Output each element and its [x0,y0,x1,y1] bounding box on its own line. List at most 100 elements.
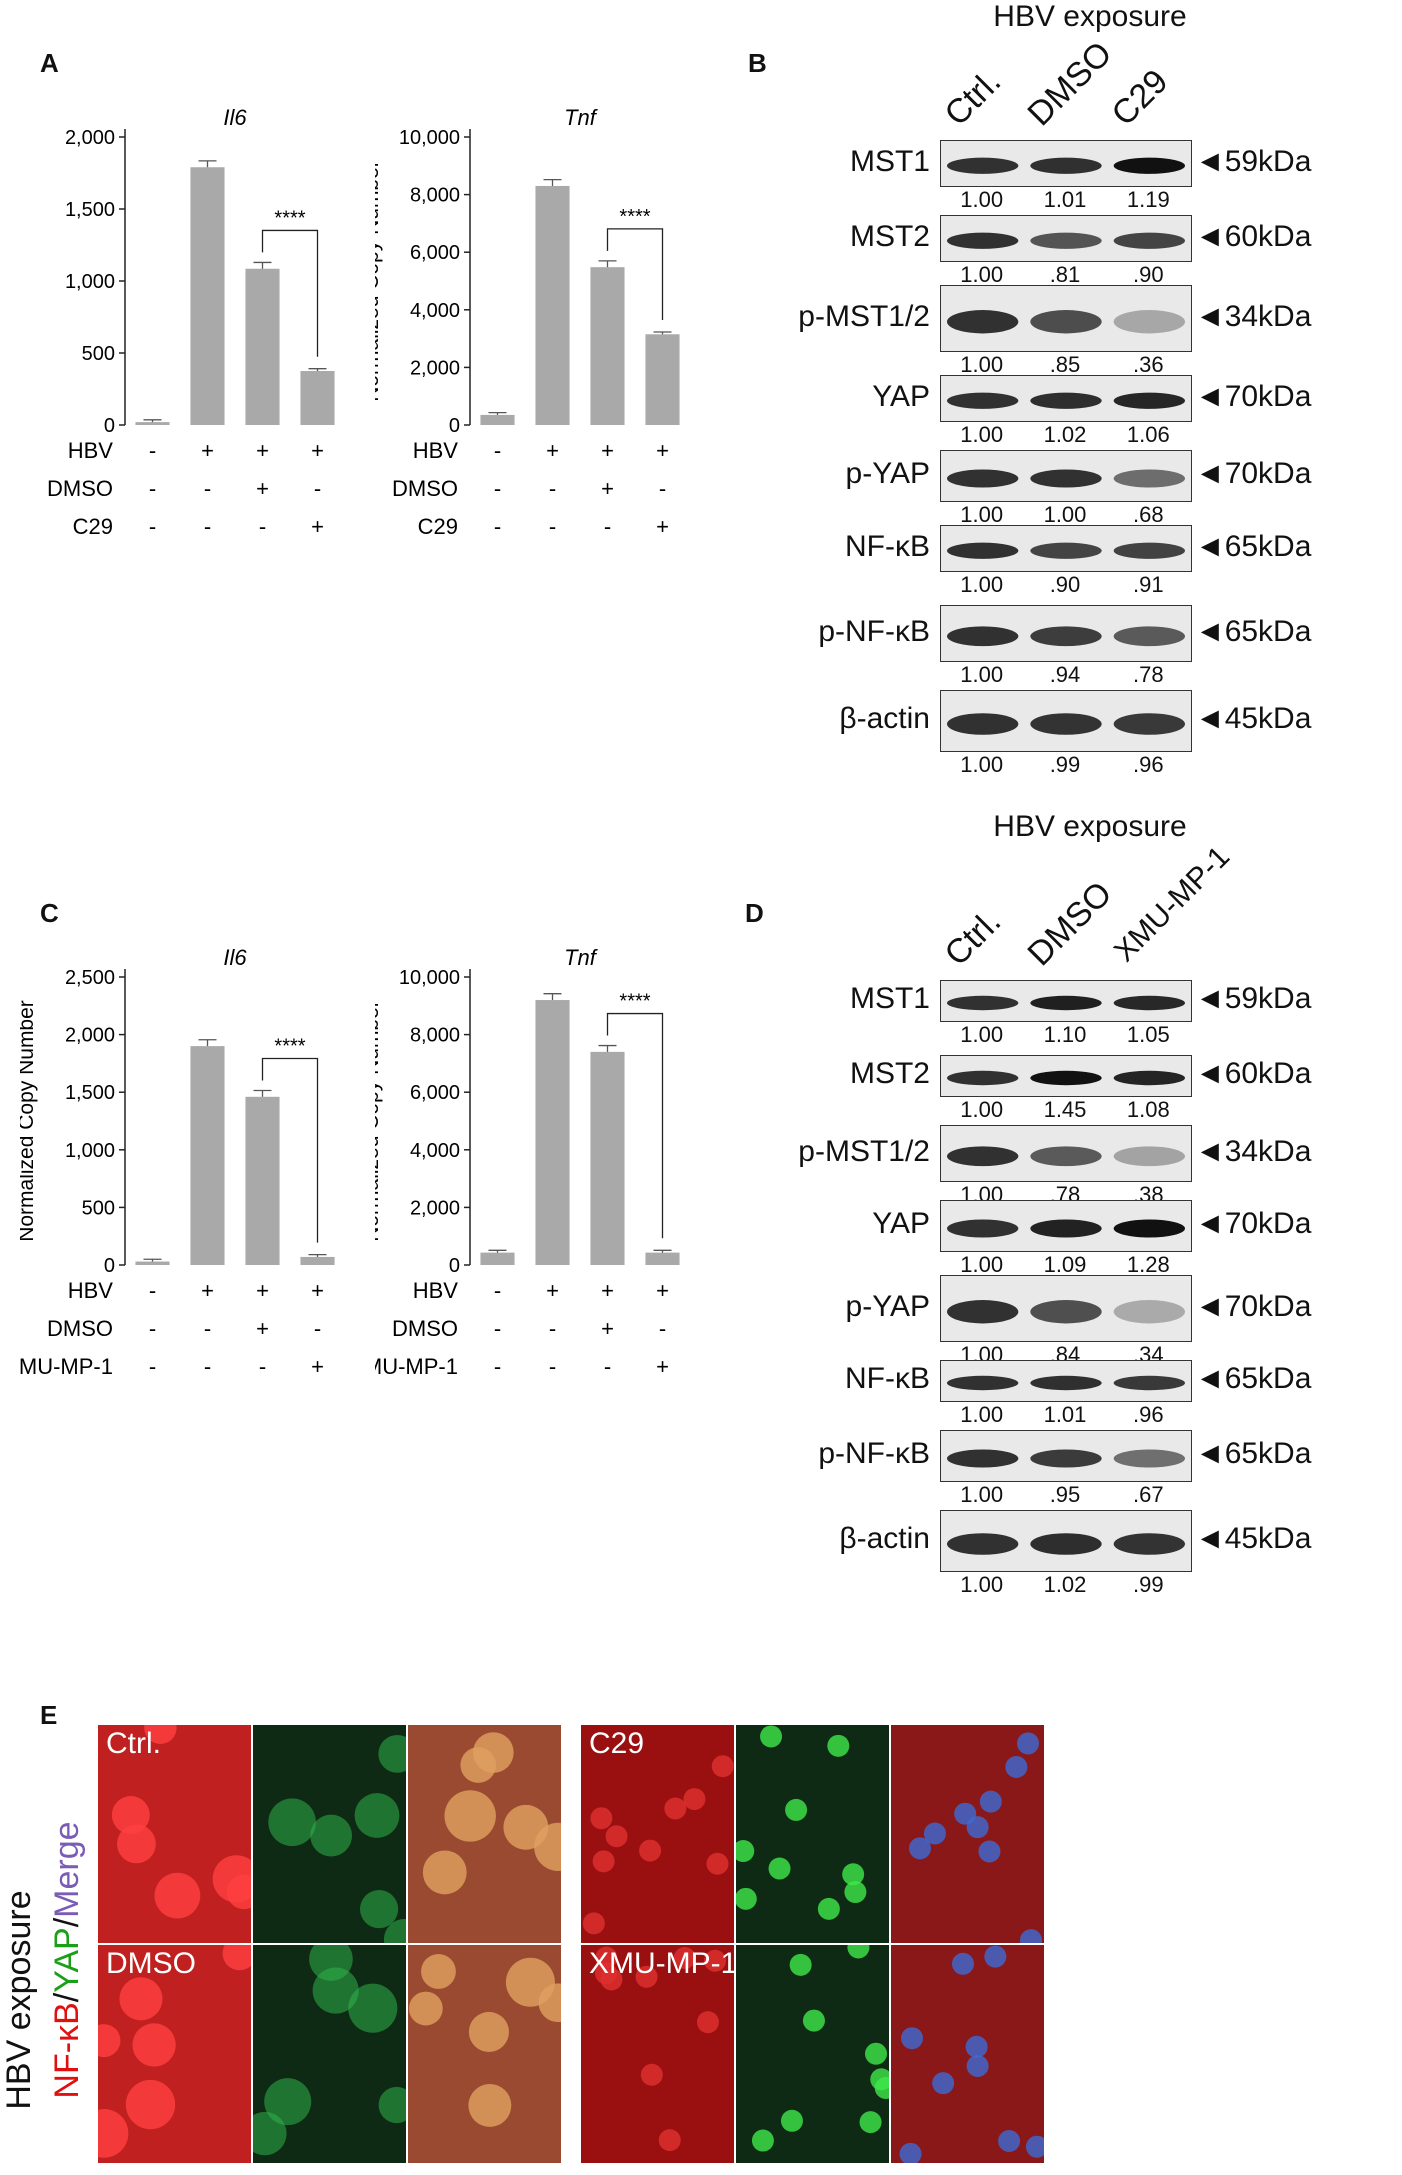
bar [135,1261,170,1265]
molecular-weight-marker: ◄65kDa [1195,1362,1312,1395]
y-tick-label: 4,000 [410,1140,460,1162]
blot-strip [940,450,1192,502]
cell-nucleus [212,1855,251,1903]
condition-mark: - [204,1316,211,1341]
blot-band [947,469,1019,488]
condition-label: DMSO [106,1947,196,1980]
y-axis-label: Normalized Copy Number [20,1000,38,1242]
blot-band [1030,995,1102,1011]
y-tick-label: 2,500 [65,967,115,989]
bar [590,267,625,425]
condition-mark: - [149,1354,156,1379]
cell-nucleus [408,1991,443,2026]
condition-mark: - [204,1354,211,1379]
cell-nucleus [378,2086,406,2124]
band-quantification: 1.00 [960,1482,1004,1507]
condition-mark: + [656,1278,669,1303]
band-quantification: 1.08 [1126,1097,1170,1122]
molecular-weight-marker: ◄45kDa [1195,702,1312,735]
condition-mark: - [314,1316,321,1341]
condition-mark: - [494,476,501,501]
y-tick-label: 0 [104,415,115,437]
cell-nucleus [870,2068,889,2091]
molecular-weight-marker: ◄34kDa [1195,299,1312,333]
blot-band [1113,1219,1185,1238]
y-tick-label: 10,000 [399,127,460,149]
band-quantification: 1.19 [1126,187,1170,212]
blot-row-label: YAP [872,1207,930,1240]
significance-stars: **** [274,207,305,229]
band-quantification: 1.06 [1126,422,1170,447]
cell-nucleus [789,1953,812,1976]
cell-nucleus [422,1850,467,1895]
cell-nucleus [751,2129,774,2152]
panel-a-letter: A [40,48,59,78]
y-tick-label: 0 [449,1255,460,1277]
lane-header: Ctrl. [937,902,1009,974]
band-quantification: .99 [1133,1572,1164,1597]
y-tick-label: 2,000 [65,1025,115,1047]
molecular-weight-marker: ◄70kDa [1195,379,1312,413]
blot-band [1030,310,1102,334]
western-blot-b: HBV exposure Ctrl. DMSO C29 MST1 ◄59kDa 1.00 1.… [740,0,1380,790]
cell-nucleus [844,1881,867,1904]
condition-label: C29 [418,514,458,539]
condition-mark: + [311,1354,324,1379]
cell-nucleus [785,1798,808,1821]
cell-nucleus [760,1725,783,1748]
y-tick-label: 8,000 [410,1025,460,1047]
lane-header: DMSO [1020,34,1120,134]
significance-bracket [606,228,664,320]
condition-label: XMU-MP-1 [375,1354,458,1379]
blot-band [1113,232,1185,249]
condition-label: XMU-MP-1 [589,1947,734,1980]
condition-mark: - [549,514,556,539]
band-quantification: 1.09 [1043,1252,1087,1277]
blot-band [1030,626,1102,647]
condition-mark: - [659,1316,666,1341]
condition-label: DMSO [392,476,458,501]
cell-nucleus [444,1790,496,1842]
blot-band [947,1146,1019,1167]
molecular-weight-marker: ◄60kDa [1195,1057,1312,1090]
cell-nucleus [592,1850,615,1873]
band-quantification: 1.00 [1043,502,1087,527]
chart-title: Il6 [223,105,247,130]
condition-label: DMSO [392,1316,458,1341]
cell-nucleus [817,1897,840,1920]
blot-band [1030,1533,1102,1555]
cell-nucleus [538,1983,561,2023]
condition-mark: - [149,438,156,463]
red-channel-image: C29 [581,1725,734,1943]
blot-band [1030,469,1102,488]
cell-nucleus [780,2109,803,2132]
cell-nucleus [600,1968,623,1991]
cell-nucleus [378,1734,406,1773]
cell-nucleus [932,2072,955,2095]
blot-strip [940,1125,1192,1182]
green-channel-image [736,1945,889,2163]
condition-mark: + [256,1316,269,1341]
band-quantification: 1.00 [960,262,1004,287]
band-quantification: 1.00 [960,752,1004,777]
blot-band [1030,232,1102,249]
blot-band [1113,1300,1185,1324]
y-tick-label: 1,500 [65,1082,115,1104]
condition-label: HBV [68,1278,114,1303]
blot-band [947,1533,1019,1555]
cell-nucleus [582,1912,605,1935]
molecular-weight-marker: ◄34kDa [1195,1134,1312,1168]
cell-nucleus [468,2083,512,2127]
band-quantification: .96 [1133,1402,1164,1427]
blot-band [1113,1146,1185,1167]
blot-strip [940,525,1192,572]
condition-mark: - [494,1354,501,1379]
significance-bracket [261,1057,319,1243]
cell-nucleus [923,1822,946,1845]
band-quantification: 1.00 [960,1022,1004,1047]
y-tick-label: 0 [104,1255,115,1277]
band-quantification: 1.45 [1043,1097,1087,1122]
band-quantification: 1.02 [1043,422,1087,447]
blot-row-label: MST2 [849,219,930,253]
cell-nucleus [696,2011,719,2034]
